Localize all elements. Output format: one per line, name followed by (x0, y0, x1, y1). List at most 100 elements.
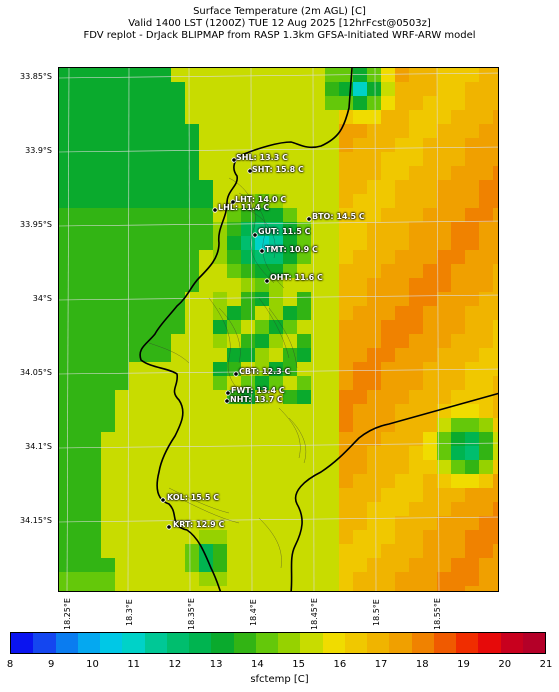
grid-cell (311, 138, 325, 152)
grid-cell (437, 530, 451, 544)
grid-cell (73, 530, 87, 544)
grid-cell (241, 82, 255, 96)
grid-cell (297, 236, 311, 250)
grid-cell (241, 152, 255, 166)
grid-cell (283, 82, 297, 96)
station-label[interactable]: CBT: 12.3 C (239, 367, 291, 376)
grid-cell (227, 418, 241, 432)
grid-cell (73, 362, 87, 376)
grid-cell (185, 166, 199, 180)
grid-cell (115, 418, 129, 432)
station-label[interactable]: NHT: 13.7 C (230, 395, 283, 404)
grid-cell (353, 96, 367, 110)
grid-cell (479, 586, 493, 591)
grid-cell (227, 306, 241, 320)
grid-cell (59, 208, 73, 222)
grid-cell (157, 166, 171, 180)
colorbar-swatch (522, 633, 545, 653)
grid-cell (143, 152, 157, 166)
grid-cell (311, 96, 325, 110)
grid-cell (493, 68, 498, 82)
grid-cell (311, 110, 325, 124)
grid-cell (339, 152, 353, 166)
temperature-map[interactable] (58, 67, 499, 592)
grid-cell (185, 376, 199, 390)
grid-cell (227, 460, 241, 474)
station-label[interactable]: LHT: 14.0 C (235, 195, 287, 204)
grid-cell (129, 544, 143, 558)
graticule-lon (66, 68, 70, 591)
grid-cell (87, 446, 101, 460)
grid-cell (101, 250, 115, 264)
grid-cell (185, 292, 199, 306)
station-label[interactable]: GUT: 11.5 C (258, 227, 311, 236)
grid-cell (73, 236, 87, 250)
grid-cell (423, 124, 437, 138)
grid-cell (143, 208, 157, 222)
grid-cell (283, 250, 297, 264)
grid-cell (87, 362, 101, 376)
grid-cell (451, 530, 465, 544)
grid-cell (87, 222, 101, 236)
grid-cell (241, 432, 255, 446)
grid-cell (171, 180, 185, 194)
grid-cell (185, 432, 199, 446)
grid-cell (367, 348, 381, 362)
grid-cell (213, 320, 227, 334)
grid-cell (325, 82, 339, 96)
grid-cell (73, 474, 87, 488)
grid-cell (395, 446, 409, 460)
grid-cell (213, 474, 227, 488)
grid-cell (493, 488, 498, 502)
grid-cell (73, 460, 87, 474)
station-label[interactable]: KRT: 12.9 C (173, 520, 225, 529)
grid-cell (157, 110, 171, 124)
grid-cell (339, 432, 353, 446)
grid-cell (171, 306, 185, 320)
grid-cell (395, 166, 409, 180)
station-label[interactable]: FWT: 13.4 C (231, 386, 285, 395)
grid-cell (143, 222, 157, 236)
grid-cell (213, 530, 227, 544)
grid-cell (199, 166, 213, 180)
station-label[interactable]: SHT: 15.8 C (252, 165, 304, 174)
grid-cell (353, 292, 367, 306)
grid-cell (325, 418, 339, 432)
grid-cell (171, 194, 185, 208)
station-label[interactable]: TMT: 10.9 C (265, 245, 318, 254)
grid-cell (423, 194, 437, 208)
graticule-lon (250, 68, 253, 591)
grid-cell (283, 180, 297, 194)
grid-cell (283, 264, 297, 278)
grid-cell (479, 502, 493, 516)
grid-cell (353, 306, 367, 320)
grid-cell (409, 320, 423, 334)
station-label[interactable]: KOL: 15.5 C (167, 493, 220, 502)
grid-cell (199, 460, 213, 474)
station-dot (231, 157, 237, 163)
grid-cell (311, 530, 325, 544)
grid-cell (325, 180, 339, 194)
grid-cell (171, 390, 185, 404)
grid-cell (325, 208, 339, 222)
grid-cell (269, 460, 283, 474)
grid-cell (465, 376, 479, 390)
station-label[interactable]: LHL: 11.4 C (218, 203, 270, 212)
grid-cell (157, 502, 171, 516)
grid-cell (311, 376, 325, 390)
grid-cell (283, 404, 297, 418)
grid-cell (297, 418, 311, 432)
grid-cell (493, 572, 498, 586)
station-label[interactable]: OHT: 11.6 C (270, 273, 323, 282)
station-label[interactable]: BTO: 14.5 C (312, 212, 365, 221)
station-label[interactable]: SHL: 13.3 C (236, 153, 288, 162)
colorbar-tick-label: 10 (86, 659, 99, 670)
grid-cell (59, 516, 73, 530)
grid-cell (283, 138, 297, 152)
grid-cell (465, 208, 479, 222)
grid-cell (339, 96, 353, 110)
grid-cell (59, 376, 73, 390)
colorbar-swatch (211, 633, 234, 653)
grid-cell (423, 278, 437, 292)
grid-cell (451, 390, 465, 404)
